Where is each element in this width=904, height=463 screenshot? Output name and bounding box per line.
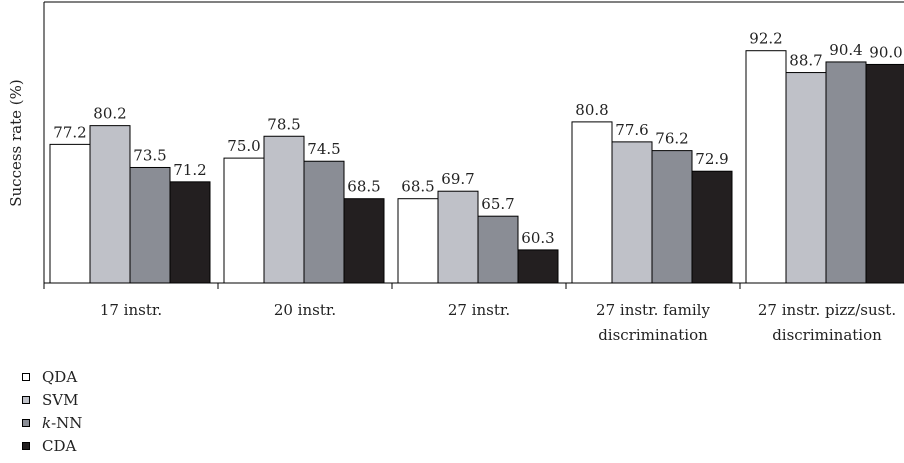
y-axis-title: Success rate (%) [7, 79, 25, 207]
legend-swatch [22, 395, 30, 404]
data-label: 77.2 [53, 123, 86, 141]
legend: QDA SVM k-NN CDA [22, 365, 82, 457]
bar-svm-5 [785, 72, 827, 284]
data-label: 60.3 [521, 229, 554, 247]
bar-cda-1 [169, 181, 211, 284]
legend-label-italic: k [42, 413, 52, 432]
legend-item-svm: SVM [22, 388, 82, 411]
x-tick-label: 17 instr. [100, 301, 162, 319]
bars [49, 50, 904, 284]
x-tick-label: 20 instr. [274, 301, 336, 319]
bar-knn-3 [477, 215, 519, 284]
data-label: 74.5 [307, 140, 340, 158]
x-tick-label: 27 instr. pizz/sust. [758, 301, 896, 319]
bar-qda-1 [49, 143, 91, 284]
data-label: 68.5 [347, 178, 380, 196]
legend-label: SVM [42, 390, 79, 409]
data-label: 69.7 [441, 170, 474, 188]
data-label: 75.0 [227, 137, 260, 155]
bar-knn-5 [825, 61, 867, 284]
bar-cda-2 [343, 198, 385, 284]
legend-label: QDA [42, 367, 78, 386]
bar-qda-3 [397, 198, 439, 284]
data-label: 65.7 [481, 195, 514, 213]
bar-cda-4 [691, 170, 733, 284]
data-label: 80.8 [575, 101, 608, 119]
x-tick-label: 27 instr. [448, 301, 510, 319]
legend-swatch [22, 372, 30, 381]
legend-item-qda: QDA [22, 365, 82, 388]
bar-cda-5 [865, 63, 904, 284]
data-label: 68.5 [401, 178, 434, 196]
bar-cda-3 [517, 249, 559, 284]
bar-knn-2 [303, 160, 345, 284]
bar-svm-1 [89, 125, 131, 284]
legend-item-cda: CDA [22, 434, 82, 457]
legend-swatch [22, 441, 30, 450]
data-label: 88.7 [789, 52, 822, 70]
data-label: 80.2 [93, 105, 126, 123]
bar-knn-1 [129, 166, 171, 284]
x-axis-ticks: 17 instr. 20 instr. 27 instr. 27 instr. fam… [43, 283, 896, 344]
x-tick-label: discrimination [772, 326, 882, 344]
legend-swatch [22, 418, 30, 427]
data-label: 73.5 [133, 146, 166, 164]
legend-item-knn: k-NN [22, 411, 82, 434]
data-label: 90.4 [829, 41, 862, 59]
data-label: 76.2 [655, 130, 688, 148]
x-tick-label: 27 instr. family [596, 301, 710, 319]
data-label: 78.5 [267, 115, 300, 133]
data-label: 72.9 [695, 150, 728, 168]
bar-svm-2 [263, 135, 305, 284]
bar-qda-2 [223, 157, 265, 284]
bar-qda-5 [745, 50, 787, 284]
bar-svm-4 [611, 141, 653, 284]
bar-knn-4 [651, 150, 693, 284]
bar-svm-3 [437, 190, 479, 284]
legend-label: CDA [42, 436, 77, 455]
data-label: 90.0 [869, 43, 902, 61]
legend-label: -NN [51, 413, 83, 432]
data-labels: 77.2 80.2 73.5 71.2 75.0 78.5 74.5 68.5 68.5 69.7… [53, 30, 902, 247]
data-label: 92.2 [749, 30, 782, 48]
data-label: 71.2 [173, 161, 206, 179]
data-label: 77.6 [615, 121, 648, 139]
bar-qda-4 [571, 121, 613, 284]
x-tick-label: discrimination [598, 326, 708, 344]
